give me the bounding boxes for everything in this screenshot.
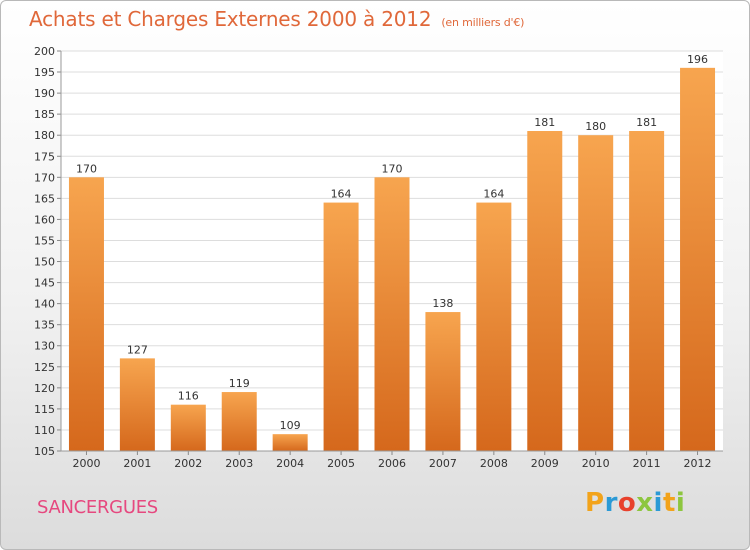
x-tick-label: 2010 bbox=[582, 457, 610, 470]
y-tick-label: 185 bbox=[34, 108, 55, 121]
chart-title-text: Achats et Charges Externes 2000 à 2012 bbox=[29, 7, 432, 31]
x-tick-label: 2007 bbox=[429, 457, 457, 470]
y-tick-label: 145 bbox=[34, 277, 55, 290]
data-label: 170 bbox=[76, 162, 97, 175]
data-label: 181 bbox=[534, 116, 555, 129]
data-label: 109 bbox=[280, 419, 301, 432]
y-tick-label: 105 bbox=[34, 445, 55, 458]
x-tick-label: 2005 bbox=[327, 457, 355, 470]
y-tick-label: 130 bbox=[34, 340, 55, 353]
bar bbox=[323, 202, 359, 451]
bar bbox=[272, 434, 308, 451]
x-tick-label: 2001 bbox=[123, 457, 151, 470]
bar bbox=[629, 131, 665, 451]
proxiti-logo: Proxiti bbox=[585, 488, 686, 518]
x-axis: 2000 2001 2002 2003 2004 2005 2006 2007 2008 2009… bbox=[61, 450, 723, 470]
y-tick-label: 180 bbox=[34, 129, 55, 142]
data-label: 116 bbox=[178, 390, 199, 403]
y-tick-label: 120 bbox=[34, 382, 55, 395]
data-label: 138 bbox=[432, 297, 453, 310]
x-tick-label: 2002 bbox=[174, 457, 202, 470]
y-tick-label: 195 bbox=[34, 66, 55, 79]
data-label: 180 bbox=[585, 120, 606, 133]
data-label: 164 bbox=[331, 188, 352, 201]
bar bbox=[578, 135, 614, 452]
x-tick-label: 2003 bbox=[225, 457, 253, 470]
bar bbox=[680, 67, 716, 451]
bar bbox=[221, 392, 257, 451]
data-label: 119 bbox=[229, 377, 250, 390]
bar bbox=[374, 177, 410, 451]
y-tick-label: 150 bbox=[34, 256, 55, 269]
data-label: 127 bbox=[127, 343, 148, 356]
x-tick-label: 2000 bbox=[72, 457, 100, 470]
y-tick-label: 175 bbox=[34, 150, 55, 163]
y-tick-label: 160 bbox=[34, 213, 55, 226]
y-tick-label: 190 bbox=[34, 87, 55, 100]
chart-subtitle: (en milliers d'€) bbox=[441, 16, 525, 29]
y-tick-label: 165 bbox=[34, 192, 55, 205]
x-tick-label: 2006 bbox=[378, 457, 406, 470]
y-axis: 105 110 115 120 125 130 135 140 145 150 155 160 165 1… bbox=[34, 45, 62, 458]
y-tick-label: 115 bbox=[34, 403, 55, 416]
x-tick-label: 2004 bbox=[276, 457, 304, 470]
place-name: SANCERGUES bbox=[37, 497, 158, 518]
bar bbox=[527, 131, 563, 451]
bar bbox=[425, 312, 461, 451]
y-tick-label: 155 bbox=[34, 234, 55, 247]
x-tick-label: 2011 bbox=[633, 457, 661, 470]
y-tick-label: 170 bbox=[34, 171, 55, 184]
bar bbox=[119, 358, 155, 451]
bar bbox=[170, 404, 206, 451]
bar bbox=[68, 177, 104, 451]
x-tick-label: 2009 bbox=[531, 457, 559, 470]
chart-title: Achats et Charges Externes 2000 à 2012 (e… bbox=[29, 7, 524, 31]
y-tick-label: 110 bbox=[34, 424, 55, 437]
y-tick-label: 200 bbox=[34, 45, 55, 58]
bars: 170 127 116 119 109 164 170 138 164 181 180 181 196 bbox=[68, 53, 716, 452]
data-label: 170 bbox=[382, 162, 403, 175]
x-tick-label: 2012 bbox=[684, 457, 712, 470]
y-tick-label: 140 bbox=[34, 298, 55, 311]
x-tick-label: 2008 bbox=[480, 457, 508, 470]
data-label: 196 bbox=[687, 53, 708, 66]
y-tick-label: 125 bbox=[34, 361, 55, 374]
data-label: 181 bbox=[636, 116, 657, 129]
bar bbox=[476, 202, 512, 451]
y-tick-label: 135 bbox=[34, 319, 55, 332]
data-label: 164 bbox=[483, 188, 504, 201]
